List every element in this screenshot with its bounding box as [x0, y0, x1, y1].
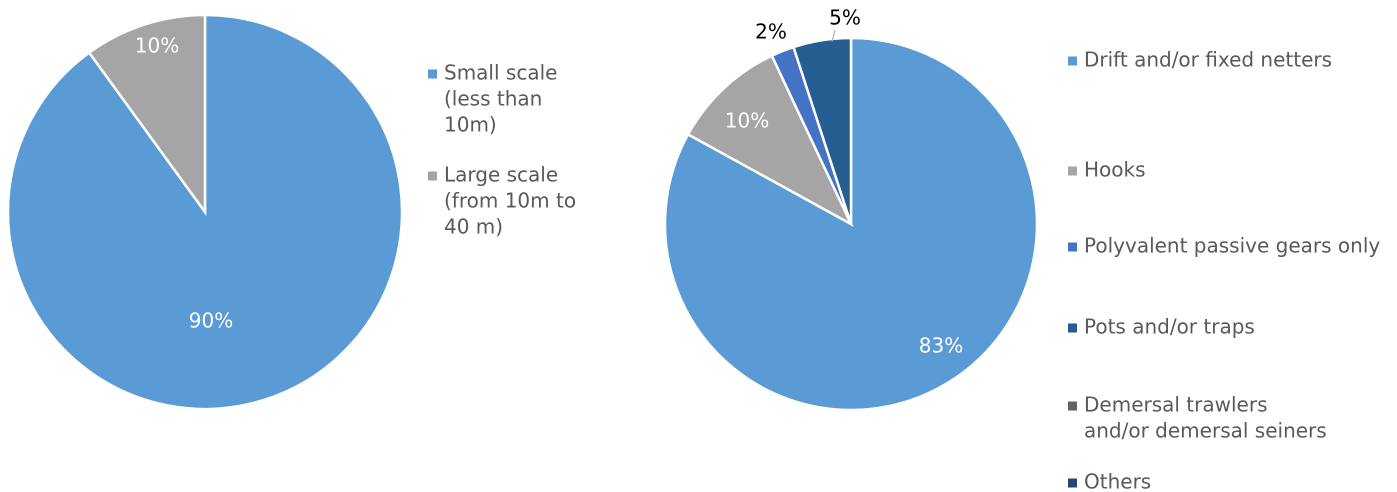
legend-swatch	[1068, 242, 1077, 252]
legend-label: 10m)	[444, 113, 497, 137]
legend-item-others: Others	[1068, 470, 1151, 492]
pie-chart-gear-type: 83% 10% 2% 5%	[663, 6, 1039, 412]
legend-label: Hooks	[1084, 158, 1146, 182]
legend-label: Demersal trawlers	[1084, 393, 1268, 417]
data-label-leader-line	[831, 29, 836, 43]
legend-label: and/or demersal seiners	[1084, 419, 1327, 443]
legend-swatch	[1068, 401, 1077, 411]
legend-label: Large scale	[444, 163, 558, 187]
legend-swatch	[1068, 166, 1077, 176]
data-label-pots-and-or-traps: 5%	[829, 6, 861, 30]
pie-slice-large-scale-from-10m-to-40-m	[87, 13, 207, 216]
pie-slice-hooks	[686, 54, 854, 227]
legend-swatch	[1068, 56, 1077, 66]
legend-swatch	[428, 171, 437, 181]
legend-item-hooks: Hooks	[1068, 158, 1146, 182]
legend-gear-type: Drift and/or fixed netters Hooks Polyvalen…	[1068, 48, 1380, 492]
legend-swatch	[428, 69, 437, 79]
legend-label: Others	[1084, 470, 1151, 492]
legend-item-pots-and-or-traps: Pots and/or traps	[1068, 315, 1255, 339]
data-label-polyvalent-passive-gears-only: 2%	[755, 20, 787, 44]
legend-label: (from 10m to	[444, 189, 576, 213]
legend-label: Pots and/or traps	[1084, 315, 1255, 339]
legend-swatch	[1068, 478, 1077, 488]
legend-item-polyvalent-passive-gears-only: Polyvalent passive gears only	[1068, 234, 1380, 258]
data-label-hooks: 10%	[725, 109, 769, 133]
pie-chart-vessel-size: 90% 10%	[6, 13, 404, 411]
data-label-large-scale-from-10m-to-40-m: 10%	[135, 34, 179, 58]
legend-label: Polyvalent passive gears only	[1084, 234, 1380, 258]
pie-slice-pots-and-or-traps	[791, 36, 853, 225]
legend-label: Drift and/or fixed netters	[1084, 48, 1332, 72]
legend-label: (less than	[444, 87, 542, 111]
legend-item-drift-and-or-fixed-netters: Drift and/or fixed netters	[1068, 48, 1332, 72]
legend-label: Small scale	[444, 61, 557, 85]
data-label-drift-and-or-fixed-netters: 83%	[919, 334, 963, 358]
legend-swatch	[1068, 323, 1077, 333]
legend-label: 40 m)	[444, 215, 503, 239]
data-label-small-scale-less-than-10m: 90%	[189, 309, 233, 333]
